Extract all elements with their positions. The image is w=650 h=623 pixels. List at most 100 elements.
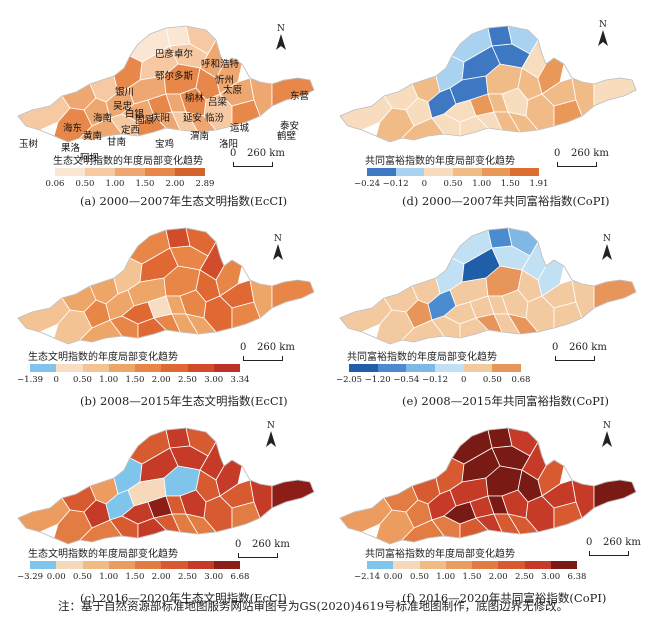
legend-tick-label: −0.12: [421, 375, 449, 385]
legend-swatch: [393, 561, 420, 569]
place-label: 吕梁: [208, 97, 228, 108]
legend-tick-label: 3.00: [204, 572, 224, 582]
legend-swatch: [395, 168, 425, 176]
place-label: 延安: [183, 113, 203, 124]
legend-tick-label: 6.38: [567, 572, 587, 582]
legend-swatch: [435, 364, 464, 372]
legend-swatch: [108, 364, 135, 372]
map-panel-a: N 生态文明指数的年度局部变化趋势 0.06 0.50 1.00 1.50 2.00 2.89…: [5, 18, 325, 216]
legend-swatch: [463, 364, 493, 372]
legend-color-bar: [30, 561, 240, 569]
legend-tick-label: 2.50: [178, 572, 197, 582]
north-arrow-icon: N: [599, 234, 615, 262]
place-label: 临汾: [205, 113, 225, 124]
legend-tick-label: 0.06: [45, 179, 65, 189]
legend-tick-label: 1.00: [99, 375, 119, 385]
footer-note: 注：基于自然资源部标准地图服务网站审图号为GS(2020)4619号标准地图制作…: [58, 599, 569, 613]
scale-zero: 0: [552, 342, 559, 353]
scale-zero: 0: [235, 539, 242, 550]
legend-color-bar: [30, 364, 240, 372]
legend-tick-label: 2.89: [195, 179, 215, 189]
north-label: N: [274, 234, 282, 244]
legend-swatch: [524, 561, 551, 569]
legend-tick-label: 1.50: [135, 179, 155, 189]
legend-swatch: [419, 561, 446, 569]
legend-swatch: [161, 364, 188, 372]
legend-tick-label: −0.54: [393, 375, 420, 385]
choropleth-map: [17, 427, 315, 545]
choropleth-map: [339, 25, 637, 143]
legend-swatch: [30, 364, 57, 372]
panel-caption: (e) 2008—2015年共同富裕指数(CoPI): [402, 394, 609, 408]
north-arrow-icon: N: [595, 20, 611, 48]
place-label: 运城: [230, 123, 250, 134]
basin-outline: [17, 427, 315, 545]
place-label: 洛阳: [219, 139, 239, 150]
legend-tick-label: 2.50: [515, 572, 534, 582]
basin-outline: [17, 227, 315, 345]
legend-tick-label: 1.91: [529, 179, 549, 189]
legend-swatch: [213, 364, 240, 372]
place-label: 宝鸡: [155, 139, 175, 150]
legend-tick-label: −2.05: [335, 375, 363, 385]
legend-title: 共同富裕指数的年度局部变化趋势: [365, 156, 515, 167]
basin-outline: [339, 25, 637, 143]
place-label: 阿坝: [80, 153, 100, 164]
legend-swatch: [56, 364, 83, 372]
legend-swatch: [213, 561, 240, 569]
map-panel-f: N 共同富裕指数的年度局部变化趋势 −2.14 0.00 0.50 1.00 1.50 2.0…: [327, 415, 647, 613]
legend-swatch: [145, 168, 175, 176]
legend-swatch: [472, 561, 499, 569]
choropleth-map: [17, 25, 315, 143]
panel-caption: (f) 2016—2020年共同富裕指数(CoPI): [402, 591, 607, 605]
legend-swatch: [453, 168, 482, 176]
legend-tick-label: −3.29: [16, 572, 44, 582]
place-label: 银川: [115, 87, 135, 98]
legend-color-bar: [349, 364, 522, 372]
place-label: 榆林: [185, 93, 205, 104]
panel-caption: (b) 2008—2015年生态文明指数(EcCI): [80, 394, 288, 408]
place-label: 渭南: [190, 131, 210, 142]
legend-tick-label: 3.00: [204, 375, 224, 385]
map-panel-e: N 共同富裕指数的年度局部变化趋势 −2.05 −1.20 −0.54 −0.12 0 0.5…: [327, 218, 647, 416]
basin-outline: [339, 227, 637, 345]
place-label: 吴忠: [113, 101, 133, 112]
north-arrow-icon: N: [273, 24, 289, 52]
legend-title: 生态文明指数的年度局部变化趋势: [28, 352, 178, 363]
scale-distance: 260 km: [252, 539, 290, 550]
legend-tick-label: −0.12: [382, 179, 409, 189]
choropleth-map: [339, 427, 637, 545]
legend-swatch: [135, 364, 162, 372]
place-label: 甘南: [107, 137, 127, 148]
north-label: N: [267, 421, 275, 431]
legend-swatch: [187, 561, 214, 569]
legend-swatch: [85, 168, 115, 176]
scale-zero: 0: [554, 148, 561, 159]
legend-tick-label: 0.50: [482, 375, 502, 385]
legend-tick-label: 6.68: [230, 572, 250, 582]
legend-swatch: [135, 561, 162, 569]
place-label: 海东: [63, 123, 83, 134]
place-label: 果洛: [61, 143, 81, 154]
legend-swatch: [187, 364, 214, 372]
legend-swatch: [175, 168, 205, 176]
place-label: 黄南: [83, 131, 103, 142]
legend-tick-label: 2.50: [178, 375, 197, 385]
place-label: 鹤壁: [277, 131, 297, 142]
scale-distance: 260 km: [569, 342, 607, 353]
place-label: 忻州: [215, 75, 235, 86]
legend-swatch: [82, 364, 109, 372]
panel-caption: (a) 2000—2007年生态文明指数(EcCI): [80, 194, 288, 208]
choropleth-map: [17, 227, 315, 345]
legend-tick-label: 0.50: [410, 572, 429, 582]
legend-tick-label: 0.50: [443, 179, 463, 189]
legend-tick-label: 1.50: [125, 375, 145, 385]
map-panel-d: N 共同富裕指数的年度局部变化趋势 −0.24 −0.12 0 0.50 1.00 1.50 1…: [327, 18, 647, 216]
scale-distance: 260 km: [257, 342, 295, 353]
legend-swatch: [161, 561, 188, 569]
basin-outline: [17, 25, 315, 143]
legend-swatch: [377, 364, 407, 372]
scale-zero: 0: [240, 342, 247, 353]
panel-caption: (d) 2000—2007年共同富裕指数(CoPI): [402, 194, 610, 208]
legend-swatch: [30, 561, 57, 569]
